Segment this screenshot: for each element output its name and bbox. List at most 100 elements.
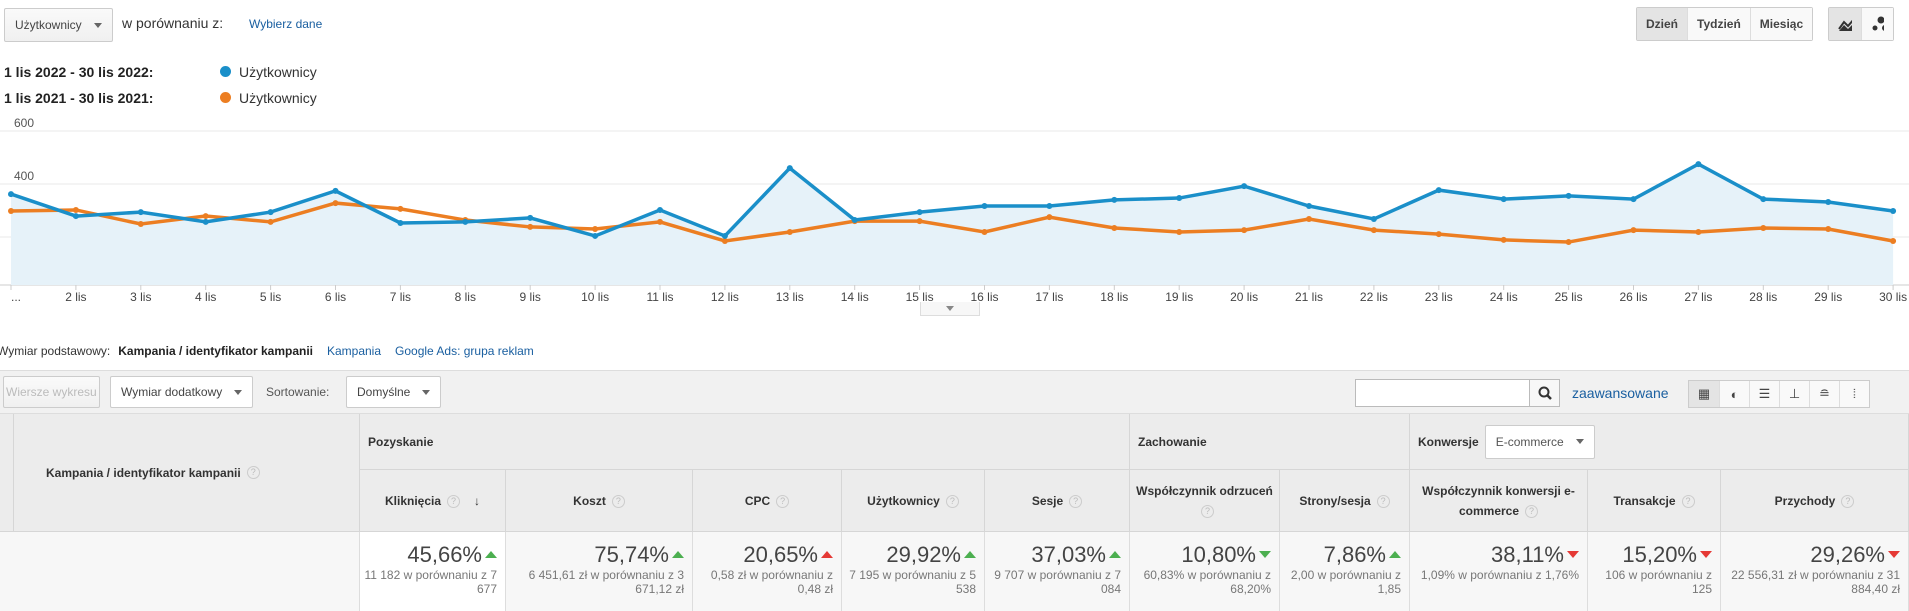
term-cloud-view-icon[interactable]: ≘: [1809, 381, 1839, 407]
conversion-type-select[interactable]: E-commerce: [1484, 424, 1595, 459]
data-point[interactable]: [981, 228, 988, 235]
data-point[interactable]: [72, 206, 79, 213]
metric-select[interactable]: Użytkownicy: [4, 8, 113, 42]
data-point[interactable]: [527, 214, 534, 221]
select-all-cell[interactable]: [0, 414, 14, 532]
data-point[interactable]: [202, 218, 209, 225]
data-point[interactable]: [1241, 183, 1248, 190]
data-point[interactable]: [1630, 196, 1637, 203]
data-point[interactable]: [592, 226, 599, 233]
column-header[interactable]: Współczynnik odrzuceń?: [1130, 470, 1280, 532]
data-point[interactable]: [267, 218, 274, 225]
column-header[interactable]: Użytkownicy?: [842, 470, 985, 532]
dimension-campaign-id[interactable]: Kampania / identyfikator kampanii: [118, 344, 313, 358]
data-point[interactable]: [721, 237, 728, 244]
dim-header[interactable]: Kampania / identyfikator kampanii?: [14, 414, 360, 532]
data-point[interactable]: [397, 219, 404, 226]
plot-rows-button[interactable]: Wiersze wykresu: [3, 376, 100, 408]
sort-select[interactable]: Domyślne: [346, 376, 442, 408]
table-view-icon[interactable]: ▦: [1689, 381, 1719, 407]
data-point[interactable]: [137, 221, 144, 228]
data-point[interactable]: [1241, 227, 1248, 234]
data-point[interactable]: [527, 223, 534, 230]
column-header[interactable]: Kliknięcia? ↓: [360, 470, 506, 532]
column-header[interactable]: Przychody?: [1721, 470, 1909, 532]
data-point[interactable]: [657, 218, 663, 225]
data-point[interactable]: [1370, 215, 1377, 222]
column-header[interactable]: Sesje?: [985, 470, 1130, 532]
granularity-week[interactable]: Tydzień: [1687, 8, 1750, 40]
data-point[interactable]: [202, 213, 209, 220]
choose-data-link[interactable]: Wybierz dane: [249, 17, 323, 31]
line-chart-icon[interactable]: [1829, 8, 1861, 40]
data-point[interactable]: [1176, 195, 1183, 202]
table-search-input[interactable]: [1355, 379, 1530, 407]
data-point[interactable]: [1630, 227, 1637, 234]
help-icon[interactable]: ?: [945, 494, 959, 508]
data-point[interactable]: [332, 187, 339, 194]
column-header[interactable]: CPC?: [693, 470, 842, 532]
data-point[interactable]: [137, 209, 144, 216]
data-point[interactable]: [1695, 228, 1702, 235]
data-point[interactable]: [8, 208, 14, 215]
data-point[interactable]: [1825, 226, 1832, 233]
column-header[interactable]: Współczynnik konwersji e-commerce?: [1410, 470, 1588, 532]
data-point[interactable]: [1695, 161, 1702, 168]
comparison-view-icon[interactable]: ⊥: [1779, 381, 1809, 407]
help-icon[interactable]: ?: [1525, 504, 1539, 518]
data-point[interactable]: [657, 206, 663, 213]
data-point[interactable]: [1890, 208, 1897, 215]
granularity-month[interactable]: Miesiąc: [1749, 8, 1813, 40]
data-point[interactable]: [8, 191, 14, 198]
data-point[interactable]: [462, 218, 469, 225]
data-point[interactable]: [1890, 237, 1897, 244]
help-icon[interactable]: ?: [447, 494, 461, 508]
data-point[interactable]: [1046, 214, 1053, 221]
data-point[interactable]: [1760, 224, 1767, 231]
help-icon[interactable]: ?: [1069, 494, 1083, 508]
data-point[interactable]: [1435, 187, 1442, 194]
data-point[interactable]: [851, 217, 858, 224]
help-icon[interactable]: ?: [776, 494, 790, 508]
dimension-campaign[interactable]: Kampania: [326, 344, 382, 358]
motion-chart-icon[interactable]: [1861, 8, 1893, 40]
data-point[interactable]: [1760, 196, 1767, 203]
data-point[interactable]: [1500, 196, 1507, 203]
data-point[interactable]: [1306, 202, 1312, 209]
data-point[interactable]: [1825, 199, 1832, 206]
help-icon[interactable]: ?: [1376, 494, 1390, 508]
data-point[interactable]: [72, 213, 79, 220]
search-icon[interactable]: [1530, 379, 1560, 407]
help-icon[interactable]: ?: [246, 466, 260, 479]
data-point[interactable]: [1565, 239, 1572, 246]
granularity-day[interactable]: Dzień: [1637, 8, 1688, 40]
sort-desc-icon[interactable]: ↓: [474, 493, 481, 508]
data-point[interactable]: [592, 232, 599, 239]
data-point[interactable]: [397, 205, 404, 212]
dimension-ad-group[interactable]: Google Ads: grupa reklam: [395, 344, 534, 358]
performance-view-icon[interactable]: ☰: [1749, 381, 1779, 407]
data-point[interactable]: [916, 218, 923, 225]
column-header[interactable]: Transakcje?: [1588, 470, 1721, 532]
data-point[interactable]: [916, 209, 923, 216]
data-point[interactable]: [1176, 228, 1183, 235]
data-point[interactable]: [1111, 224, 1118, 231]
data-point[interactable]: [786, 228, 793, 235]
data-point[interactable]: [1435, 231, 1442, 238]
help-icon[interactable]: ?: [611, 494, 625, 508]
data-point[interactable]: [1565, 192, 1572, 199]
help-icon[interactable]: ?: [1201, 504, 1214, 518]
data-point[interactable]: [1111, 196, 1118, 203]
data-point[interactable]: [981, 202, 988, 209]
data-point[interactable]: [332, 200, 339, 207]
help-icon[interactable]: ?: [1841, 494, 1855, 508]
data-point[interactable]: [721, 232, 728, 239]
column-header[interactable]: Koszt?: [506, 470, 693, 532]
advanced-filter-link[interactable]: zaawansowane: [1572, 385, 1669, 401]
data-point[interactable]: [1370, 227, 1377, 234]
pie-view-icon[interactable]: ◐: [1719, 381, 1749, 407]
data-point[interactable]: [1500, 236, 1507, 243]
data-point[interactable]: [786, 165, 793, 172]
data-point[interactable]: [267, 209, 274, 216]
column-header[interactable]: Strony/sesja?: [1280, 470, 1410, 532]
